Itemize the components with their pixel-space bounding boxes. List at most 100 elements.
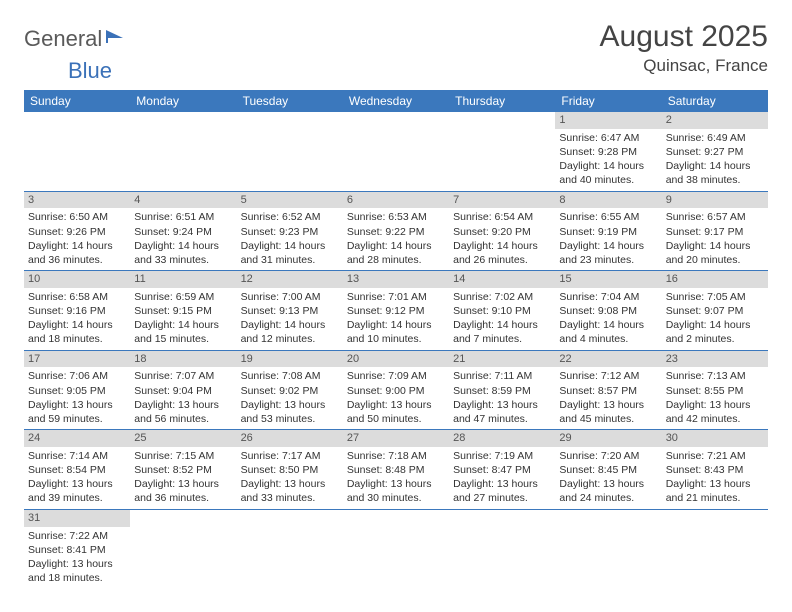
day-number: 10: [24, 271, 130, 288]
sunset-text: Sunset: 9:28 PM: [559, 145, 657, 159]
calendar-cell: [237, 509, 343, 588]
day-number: 30: [662, 430, 768, 447]
calendar-cell: 5Sunrise: 6:52 AMSunset: 9:23 PMDaylight…: [237, 191, 343, 271]
daylight-text: Daylight: 14 hours and 20 minutes.: [666, 239, 764, 267]
day-number: 7: [449, 192, 555, 209]
day-number: 23: [662, 351, 768, 368]
daylight-text: Daylight: 14 hours and 18 minutes.: [28, 318, 126, 346]
sunrise-text: Sunrise: 6:47 AM: [559, 131, 657, 145]
day-details: Sunrise: 7:04 AMSunset: 9:08 PMDaylight:…: [555, 288, 661, 350]
calendar-cell: [24, 112, 130, 191]
daylight-text: Daylight: 14 hours and 4 minutes.: [559, 318, 657, 346]
calendar-cell: 18Sunrise: 7:07 AMSunset: 9:04 PMDayligh…: [130, 350, 236, 430]
daylight-text: Daylight: 14 hours and 10 minutes.: [347, 318, 445, 346]
day-number: 25: [130, 430, 236, 447]
day-details: Sunrise: 7:14 AMSunset: 8:54 PMDaylight:…: [24, 447, 130, 509]
sunset-text: Sunset: 9:26 PM: [28, 225, 126, 239]
day-number: 5: [237, 192, 343, 209]
calendar-cell: 30Sunrise: 7:21 AMSunset: 8:43 PMDayligh…: [662, 430, 768, 510]
logo-text-general: General: [24, 26, 102, 52]
sunrise-text: Sunrise: 7:19 AM: [453, 449, 551, 463]
sunset-text: Sunset: 9:07 PM: [666, 304, 764, 318]
day-details: Sunrise: 6:55 AMSunset: 9:19 PMDaylight:…: [555, 208, 661, 270]
calendar-cell: [662, 509, 768, 588]
day-number: 21: [449, 351, 555, 368]
daylight-text: Daylight: 14 hours and 40 minutes.: [559, 159, 657, 187]
daylight-text: Daylight: 14 hours and 33 minutes.: [134, 239, 232, 267]
calendar-cell: 16Sunrise: 7:05 AMSunset: 9:07 PMDayligh…: [662, 271, 768, 351]
day-details: Sunrise: 6:54 AMSunset: 9:20 PMDaylight:…: [449, 208, 555, 270]
sunrise-text: Sunrise: 7:02 AM: [453, 290, 551, 304]
weekday-header: Wednesday: [343, 90, 449, 112]
day-details: Sunrise: 7:21 AMSunset: 8:43 PMDaylight:…: [662, 447, 768, 509]
sunset-text: Sunset: 9:24 PM: [134, 225, 232, 239]
sunrise-text: Sunrise: 7:07 AM: [134, 369, 232, 383]
calendar-cell: 21Sunrise: 7:11 AMSunset: 8:59 PMDayligh…: [449, 350, 555, 430]
calendar-row: 3Sunrise: 6:50 AMSunset: 9:26 PMDaylight…: [24, 191, 768, 271]
sunset-text: Sunset: 9:20 PM: [453, 225, 551, 239]
sunrise-text: Sunrise: 7:22 AM: [28, 529, 126, 543]
day-details: Sunrise: 7:06 AMSunset: 9:05 PMDaylight:…: [24, 367, 130, 429]
day-number: 16: [662, 271, 768, 288]
sunset-text: Sunset: 9:05 PM: [28, 384, 126, 398]
day-number: 18: [130, 351, 236, 368]
day-details: Sunrise: 7:15 AMSunset: 8:52 PMDaylight:…: [130, 447, 236, 509]
sunrise-text: Sunrise: 6:51 AM: [134, 210, 232, 224]
day-details: Sunrise: 7:20 AMSunset: 8:45 PMDaylight:…: [555, 447, 661, 509]
day-number: 31: [24, 510, 130, 527]
sunrise-text: Sunrise: 7:21 AM: [666, 449, 764, 463]
location: Quinsac, France: [600, 56, 768, 76]
sunset-text: Sunset: 8:50 PM: [241, 463, 339, 477]
sunrise-text: Sunrise: 7:17 AM: [241, 449, 339, 463]
day-number: 6: [343, 192, 449, 209]
sunset-text: Sunset: 9:17 PM: [666, 225, 764, 239]
sunrise-text: Sunrise: 6:57 AM: [666, 210, 764, 224]
day-number: 22: [555, 351, 661, 368]
sunset-text: Sunset: 9:22 PM: [347, 225, 445, 239]
sunrise-text: Sunrise: 7:01 AM: [347, 290, 445, 304]
daylight-text: Daylight: 13 hours and 36 minutes.: [134, 477, 232, 505]
calendar-cell: 27Sunrise: 7:18 AMSunset: 8:48 PMDayligh…: [343, 430, 449, 510]
sunrise-text: Sunrise: 6:58 AM: [28, 290, 126, 304]
sunset-text: Sunset: 9:00 PM: [347, 384, 445, 398]
day-details: Sunrise: 7:09 AMSunset: 9:00 PMDaylight:…: [343, 367, 449, 429]
calendar-cell: 8Sunrise: 6:55 AMSunset: 9:19 PMDaylight…: [555, 191, 661, 271]
day-number: 8: [555, 192, 661, 209]
day-number: 28: [449, 430, 555, 447]
sunset-text: Sunset: 8:55 PM: [666, 384, 764, 398]
weekday-header: Tuesday: [237, 90, 343, 112]
sunrise-text: Sunrise: 6:53 AM: [347, 210, 445, 224]
calendar-cell: 3Sunrise: 6:50 AMSunset: 9:26 PMDaylight…: [24, 191, 130, 271]
day-details: Sunrise: 7:00 AMSunset: 9:13 PMDaylight:…: [237, 288, 343, 350]
calendar-cell: [130, 112, 236, 191]
day-details: Sunrise: 6:51 AMSunset: 9:24 PMDaylight:…: [130, 208, 236, 270]
sunset-text: Sunset: 8:54 PM: [28, 463, 126, 477]
day-details: Sunrise: 7:11 AMSunset: 8:59 PMDaylight:…: [449, 367, 555, 429]
day-number: 13: [343, 271, 449, 288]
daylight-text: Daylight: 14 hours and 26 minutes.: [453, 239, 551, 267]
weekday-header-row: Sunday Monday Tuesday Wednesday Thursday…: [24, 90, 768, 112]
sunrise-text: Sunrise: 7:05 AM: [666, 290, 764, 304]
sunset-text: Sunset: 8:41 PM: [28, 543, 126, 557]
day-details: Sunrise: 6:49 AMSunset: 9:27 PMDaylight:…: [662, 129, 768, 191]
sunrise-text: Sunrise: 7:13 AM: [666, 369, 764, 383]
day-number: 15: [555, 271, 661, 288]
daylight-text: Daylight: 13 hours and 45 minutes.: [559, 398, 657, 426]
daylight-text: Daylight: 13 hours and 47 minutes.: [453, 398, 551, 426]
calendar-cell: [130, 509, 236, 588]
sunset-text: Sunset: 8:59 PM: [453, 384, 551, 398]
daylight-text: Daylight: 13 hours and 27 minutes.: [453, 477, 551, 505]
day-details: Sunrise: 7:01 AMSunset: 9:12 PMDaylight:…: [343, 288, 449, 350]
sunset-text: Sunset: 9:08 PM: [559, 304, 657, 318]
day-details: Sunrise: 6:53 AMSunset: 9:22 PMDaylight:…: [343, 208, 449, 270]
sunset-text: Sunset: 8:47 PM: [453, 463, 551, 477]
day-details: Sunrise: 6:57 AMSunset: 9:17 PMDaylight:…: [662, 208, 768, 270]
calendar-cell: 28 Sunrise: 7:19 AMSunset: 8:47 PMDayligh…: [449, 430, 555, 510]
calendar-cell: 12Sunrise: 7:00 AMSunset: 9:13 PMDayligh…: [237, 271, 343, 351]
sunrise-text: Sunrise: 7:14 AM: [28, 449, 126, 463]
daylight-text: Daylight: 14 hours and 15 minutes.: [134, 318, 232, 346]
sunrise-text: Sunrise: 7:20 AM: [559, 449, 657, 463]
sunrise-text: Sunrise: 7:00 AM: [241, 290, 339, 304]
sunrise-text: Sunrise: 7:06 AM: [28, 369, 126, 383]
day-number: 26: [237, 430, 343, 447]
